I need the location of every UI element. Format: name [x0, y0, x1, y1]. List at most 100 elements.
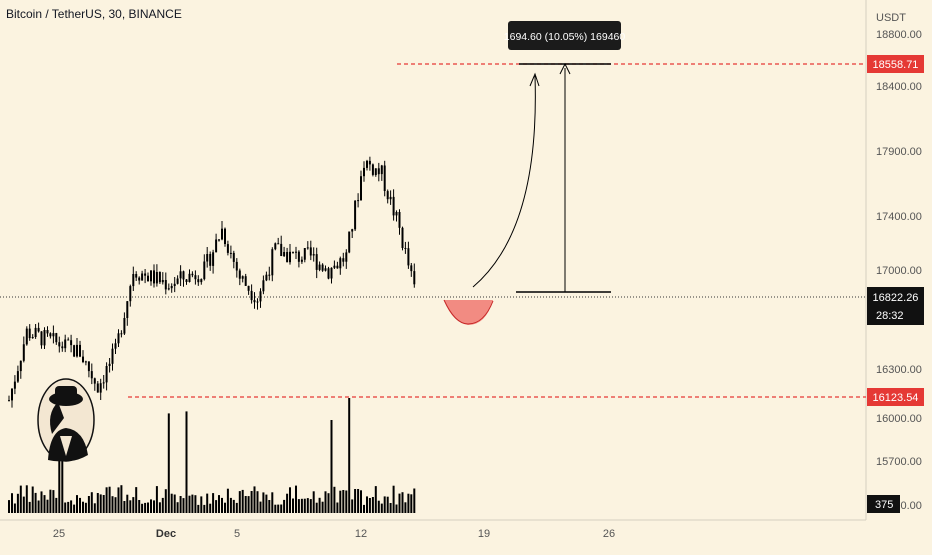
candle-body [120, 333, 123, 335]
volume-bar [371, 497, 374, 513]
volume-bar [401, 492, 404, 513]
volume-bar [413, 488, 416, 513]
support-price-badge-text: 16123.54 [873, 392, 919, 404]
price-tick: 16000.00 [876, 413, 922, 425]
volume-bar [108, 486, 111, 513]
candle-body [182, 271, 185, 280]
candle-body [321, 264, 324, 271]
volume-bar [315, 502, 318, 513]
volume-bar [327, 493, 330, 513]
volume-bar [155, 486, 158, 513]
volume-bar [179, 496, 182, 513]
volume-bar [76, 495, 78, 513]
volume-bar [374, 486, 377, 513]
volume-bar [117, 487, 120, 513]
volume-bar [383, 496, 386, 513]
volume-bar [277, 504, 280, 513]
volume-bar [52, 490, 55, 513]
volume-bar [96, 493, 99, 513]
candle-body [386, 191, 389, 200]
candle-body [221, 228, 223, 240]
volume-bar [19, 485, 22, 513]
candle-body [389, 196, 392, 200]
volume-badge [867, 495, 900, 513]
price-tick: 17000.00 [876, 265, 922, 277]
volume-bar [200, 496, 203, 513]
volume-bar [111, 496, 114, 513]
volume-bar [289, 487, 291, 513]
volume-bar [16, 493, 19, 513]
candle-body [241, 276, 244, 279]
candle-body [203, 261, 206, 280]
candle-body [126, 301, 129, 318]
volume-bar [31, 486, 34, 513]
candle-body [363, 167, 365, 177]
volume-bar [321, 501, 324, 513]
candle-body [49, 333, 52, 337]
candle-body [16, 371, 19, 382]
volume-bar [377, 500, 380, 513]
volume-bar [58, 449, 61, 513]
candle-body [82, 356, 84, 362]
volume-bar [357, 489, 360, 513]
candle-body [392, 196, 395, 216]
candle-body [132, 274, 135, 287]
price-tick: 16300.00 [876, 364, 922, 376]
support-price-badge [867, 388, 924, 406]
candle-body [354, 200, 357, 230]
price-candles [8, 156, 416, 408]
candle-body [259, 291, 262, 302]
candle-body [238, 270, 241, 279]
time-tick: 25 [53, 528, 65, 540]
volume-bar [194, 495, 197, 513]
candle-body [96, 383, 99, 393]
volume-bar [203, 504, 206, 513]
volume-bar [265, 494, 268, 513]
candle-body [93, 378, 96, 384]
candle-body [215, 239, 218, 253]
candle-body [102, 382, 105, 384]
candle-body [250, 290, 253, 301]
price-tick: 17900.00 [876, 146, 922, 158]
candle-body [410, 265, 413, 272]
candle-body [164, 280, 167, 290]
candle-body [262, 280, 265, 292]
volume-bar [224, 502, 226, 513]
candle-body [22, 344, 25, 361]
volume-bar [191, 494, 194, 513]
candle-body [357, 200, 360, 202]
candle-body [73, 345, 76, 357]
candle-body [123, 318, 126, 334]
volume-bar [262, 492, 265, 513]
volume-bar [292, 498, 294, 513]
volume-bar [114, 497, 117, 513]
candle-body [351, 229, 354, 232]
volume-bar [79, 497, 81, 513]
volume-bar [351, 499, 354, 513]
candle-body [309, 247, 312, 256]
volume-bar [235, 502, 238, 513]
candle-body [31, 337, 34, 339]
candle-body [87, 361, 90, 372]
candle-body [271, 249, 274, 276]
volume-bar [185, 411, 188, 513]
volume-bar [13, 503, 16, 513]
volume-bar [404, 502, 407, 513]
volume-bar [283, 499, 286, 513]
candle-body [52, 333, 55, 337]
candle-body [55, 333, 58, 343]
volume-bar [286, 493, 289, 513]
volume-bar [336, 502, 339, 513]
candle-body [19, 360, 22, 372]
candle-body [268, 274, 271, 276]
candle-body [342, 258, 345, 262]
volume-bar [330, 420, 333, 513]
candle-body [226, 244, 229, 253]
candle-body [330, 267, 333, 279]
target-price-badge [867, 55, 924, 73]
volume-bar [138, 500, 141, 513]
candle-body [8, 400, 10, 402]
candle-body [185, 279, 188, 282]
